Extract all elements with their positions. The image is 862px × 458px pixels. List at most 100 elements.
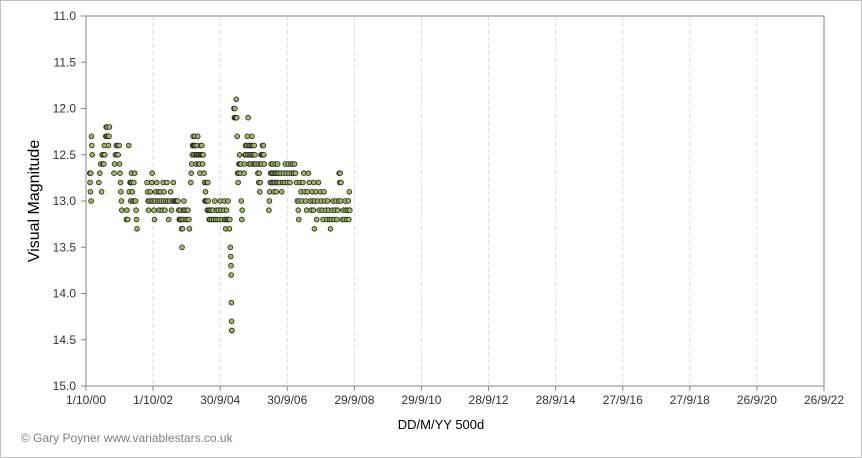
data-point [165,216,172,223]
data-point [229,327,235,334]
data-point [119,207,125,214]
grid-lines [152,16,758,386]
data-point [111,161,118,167]
y-tick-label: 11.0 [54,9,77,23]
data-point [292,170,299,177]
data-point [106,133,112,140]
data-point [101,161,107,167]
data-point [228,299,235,306]
x-tick-label: 1/10/00 [66,393,106,407]
data-point [164,179,170,186]
data-point [306,179,313,186]
data-point [302,198,309,204]
data-point [185,207,191,214]
data-point [117,170,123,177]
data-point [131,179,137,186]
data-point [227,216,233,223]
data-point [132,198,139,204]
data-point [266,198,273,204]
data-point [118,189,124,195]
x-tick-label: 1/10/02 [133,393,173,407]
data-point [111,170,117,177]
y-tick-label: 13.5 [53,240,77,254]
data-point [181,198,187,204]
data-point [133,207,139,214]
data-point [315,179,322,186]
data-point [273,189,280,195]
data-point [179,244,185,251]
y-tick-label: 12.5 [53,148,77,162]
data-point [118,198,125,204]
data-points [86,96,353,334]
x-tick-label: 27/9/18 [670,393,710,407]
x-tick-label: 26/9/22 [804,393,844,407]
data-point [305,170,312,177]
data-point [345,198,352,204]
data-point [227,244,234,251]
data-point [89,152,95,158]
data-point [179,226,186,232]
data-point [346,207,353,214]
data-point [144,179,150,186]
data-point [149,170,156,177]
data-point [260,152,267,158]
data-point [337,170,343,177]
data-point [225,198,231,204]
data-point [106,124,113,130]
data-point [295,207,302,214]
data-point [327,226,334,232]
data-point [201,170,207,177]
data-point [245,114,252,121]
data-point [116,142,122,149]
data-point [257,179,264,186]
y-tick-label: 13.0 [53,194,77,208]
data-point [129,189,136,195]
data-point [228,262,234,269]
data-point [346,189,353,195]
data-point [151,207,157,214]
plot-area-border [85,15,825,387]
data-point [87,189,94,195]
data-point [334,207,341,214]
data-point [233,96,240,103]
data-point [313,216,320,223]
data-point [131,170,138,177]
data-point [88,198,94,204]
data-point [337,198,344,204]
data-point [199,142,205,149]
data-point [102,152,108,158]
data-point [161,189,167,195]
data-point [338,179,344,186]
data-point [251,142,258,149]
data-point [125,216,131,223]
data-point [223,207,230,214]
data-point [334,216,340,223]
x-tick-label: 26/9/20 [737,393,777,407]
data-point [300,170,307,177]
data-point [162,207,168,214]
data-point [239,216,245,223]
y-axis-ticks: 11.0 11.5 12.0 12.5 13.0 13.5 14.0 14.5 15.0 [53,9,86,393]
data-point [239,207,246,214]
data-point [168,207,175,214]
data-point [260,142,267,149]
x-tick-label: 29/9/08 [334,393,374,407]
data-point [291,161,298,167]
data-point [105,142,112,149]
data-point [194,133,201,140]
data-point [154,179,160,186]
x-tick-label: 27/9/16 [603,393,643,407]
x-axis-title: DD/M/YY 500d [398,417,484,432]
data-point [116,161,123,167]
data-point [188,179,194,186]
x-tick-label: 28/9/12 [469,393,509,407]
data-point [175,198,181,204]
data-point [87,179,93,186]
data-point [228,253,234,260]
x-tick-label: 29/9/10 [401,393,441,407]
data-point [244,133,251,140]
data-point [205,179,211,186]
data-point [88,133,95,140]
data-point [147,189,154,195]
data-point [88,170,94,177]
